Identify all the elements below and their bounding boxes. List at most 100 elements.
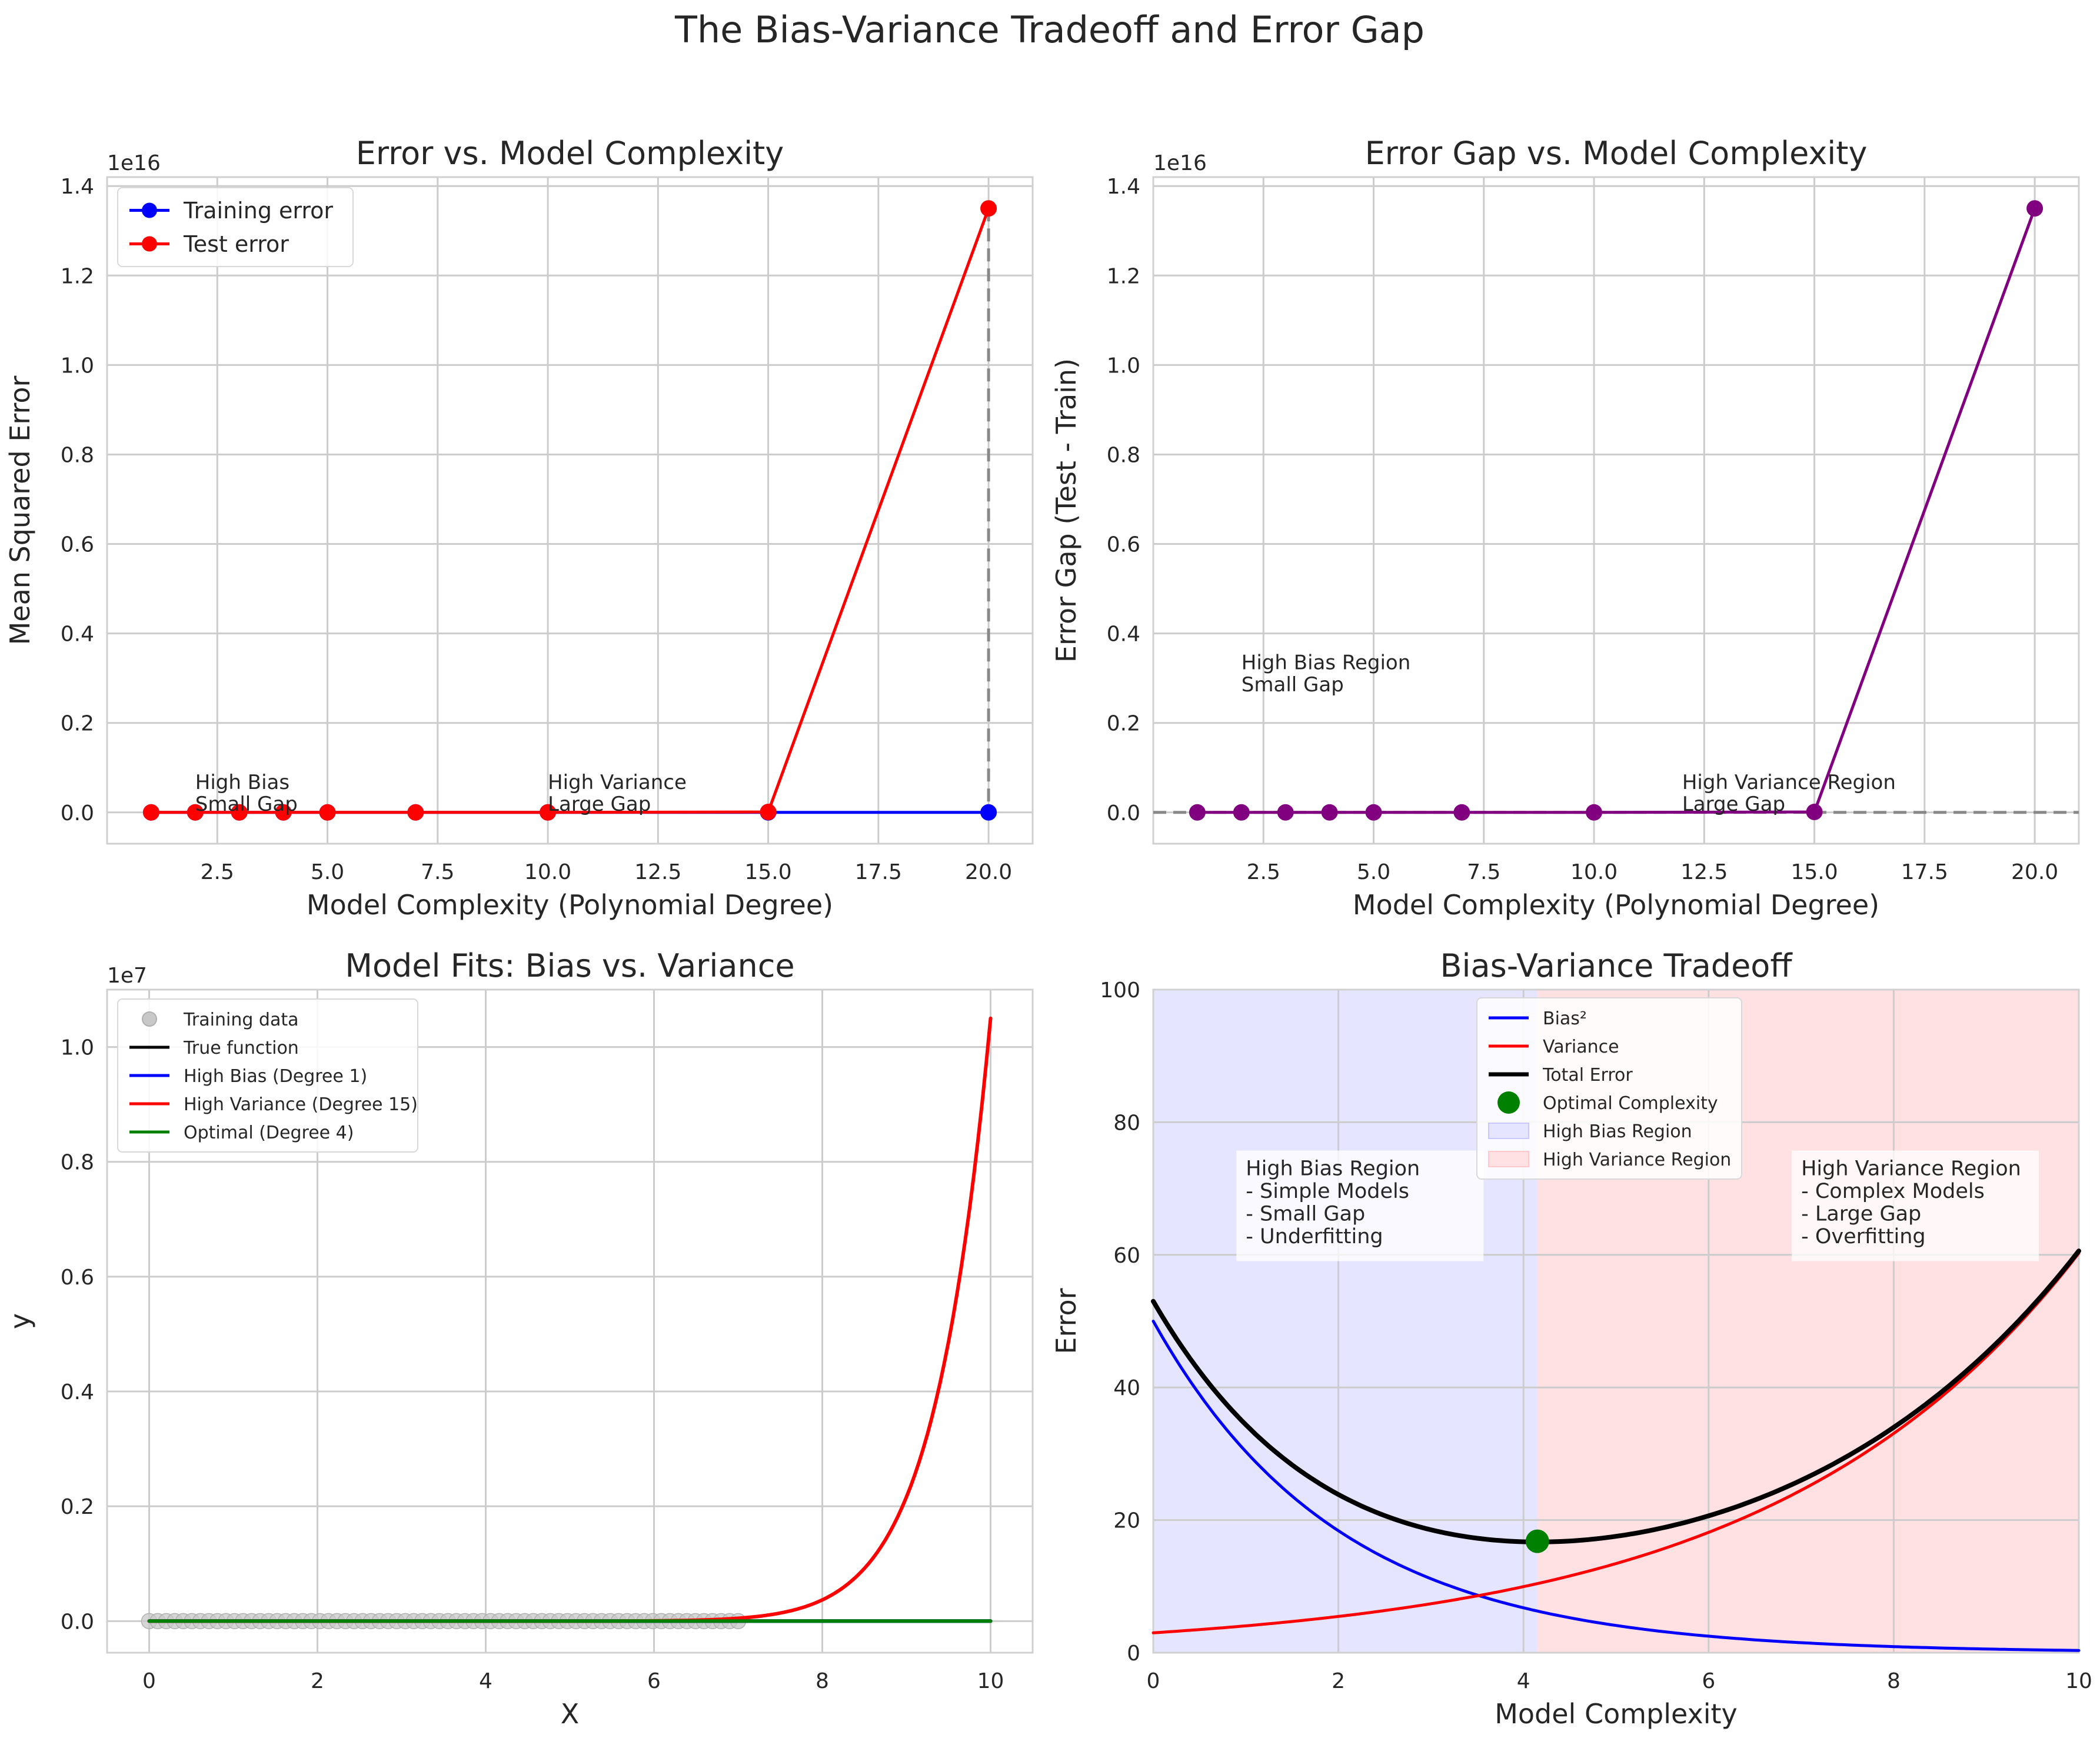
test-error-point: [760, 804, 777, 821]
legend-marker: [142, 202, 157, 218]
x-tick-label: 17.5: [1901, 860, 1948, 884]
annotation-line: - Overfitting: [1801, 1225, 1926, 1248]
annotation-line: High Variance: [548, 771, 687, 794]
legend-label: True function: [183, 1038, 299, 1058]
y-tick-label: 0.2: [61, 1495, 94, 1519]
axis-offset-label: 1e16: [107, 151, 161, 175]
test-error-point: [540, 804, 557, 821]
y-axis-label: y: [4, 1313, 36, 1329]
annotation-box: [1236, 1150, 1484, 1261]
x-tick-label: 12.5: [634, 860, 681, 884]
x-tick-label: 2.5: [1247, 860, 1280, 884]
y-tick-label: 0.6: [61, 533, 94, 557]
x-tick-label: 2.5: [201, 860, 234, 884]
legend-label: Variance: [1543, 1037, 1619, 1057]
y-tick-label: 0.0: [61, 801, 94, 825]
annotation-line: - Simple Models: [1246, 1180, 1409, 1203]
axis-offset-label: 1e7: [107, 964, 147, 988]
x-tick-label: 15.0: [744, 860, 791, 884]
x-tick-label: 8: [1887, 1669, 1901, 1693]
annotation-line: Large Gap: [1682, 793, 1785, 816]
axes-frame: [106, 176, 1034, 845]
annotation-line: Large Gap: [548, 793, 651, 816]
legend: [117, 998, 418, 1153]
x-tick-label: 0: [1147, 1669, 1160, 1693]
error-gap-point: [1233, 804, 1250, 821]
annotation: High Variance Region Large Gap: [1682, 771, 1896, 816]
x-tick-label: 20.0: [965, 860, 1012, 884]
y-tick-label: 0.6: [1107, 533, 1140, 557]
y-tick-label: 40: [1113, 1376, 1140, 1400]
legend-label: Test error: [183, 231, 289, 257]
x-tick-label: 6: [647, 1669, 661, 1693]
variance-line: [1151, 1251, 2081, 1634]
legend: [117, 187, 354, 267]
error-gap-point: [1277, 804, 1294, 821]
panel-2: 2.5 5.0 7.5 10.0 12.5 15.0 17.5 20.0 0.0 0.2 0.4 0.…: [1050, 135, 2080, 921]
annotation: High Variance Large Gap: [548, 771, 687, 816]
panel-title: Bias-Variance Tradeoff: [1440, 947, 1793, 984]
annotation-line: - Large Gap: [1801, 1203, 1921, 1226]
annotation-box: [1792, 1150, 2039, 1261]
annotation-line: High Variance Region: [1682, 771, 1896, 794]
x-axis-label: X: [561, 1698, 580, 1730]
x-tick-label: 8: [816, 1669, 829, 1693]
figure-title: The Bias-Variance Tradeoff and Error Gap: [674, 8, 1425, 51]
x-tick-label: 7.5: [421, 860, 454, 884]
legend-label: High Variance Region: [1543, 1150, 1731, 1170]
y-axis-label: Mean Squared Error: [4, 375, 36, 645]
legend-marker: [142, 1011, 157, 1027]
x-tick-label: 10: [977, 1669, 1004, 1693]
y-tick-label: 0.8: [61, 443, 94, 467]
x-tick-label: 5.0: [1357, 860, 1390, 884]
annotation-line: Small Gap: [195, 793, 298, 816]
y-tick-label: 1.2: [61, 264, 94, 288]
legend-patch: [1488, 1151, 1529, 1167]
x-tick-label: 10.0: [1570, 860, 1618, 884]
y-tick-label: 0.8: [61, 1151, 94, 1175]
x-axis-label: Model Complexity (Polynomial Degree): [307, 889, 833, 921]
x-tick-label: 10: [2065, 1669, 2092, 1693]
legend-patch: [1488, 1123, 1529, 1139]
x-tick-label: 7.5: [1467, 860, 1500, 884]
y-axis-label: Error: [1050, 1288, 1082, 1354]
y-tick-label: 0.0: [61, 1610, 94, 1634]
error-gap-point: [1321, 804, 1338, 821]
y-tick-label: 1.0: [61, 354, 94, 378]
legend-label: Training data: [183, 1010, 298, 1030]
x-axis-label: Model Complexity (Polynomial Degree): [1353, 889, 1879, 921]
axis-offset-label: 1e16: [1153, 151, 1207, 175]
legend-label: Optimal Complexity: [1543, 1093, 1718, 1114]
test-error-point: [142, 804, 159, 821]
legend-label: Optimal (Degree 4): [184, 1123, 354, 1143]
annotation-line: High Bias Region: [1242, 651, 1410, 674]
y-axis-label: Error Gap (Test - Train): [1050, 358, 1082, 662]
annotation-line: Small Gap: [1242, 673, 1344, 697]
y-tick-label: 0.8: [1107, 443, 1140, 467]
annotation: High Bias Region Small Gap: [1242, 651, 1410, 696]
panel-3: 0 2 4 6 8 10 0.0 0.2 0.4 0.6 0.8 1.0 Model Fits: Bia…: [4, 947, 1034, 1730]
test-error-line: [149, 207, 990, 814]
high-bias-region: [1153, 990, 1537, 1653]
error-gap-point: [1586, 804, 1603, 821]
error-gap-point: [2026, 200, 2044, 217]
test-error-point: [319, 804, 336, 821]
annotation-line: High Variance Region: [1801, 1157, 2021, 1181]
x-tick-label: 17.5: [855, 860, 902, 884]
optimal-complexity-point: [1525, 1529, 1549, 1553]
panel-1: 2.5 5.0 7.5 10.0 12.5 15.0 17.5 20.0 0.0 0.2 0.4 0.…: [4, 135, 1034, 921]
y-tick-label: 1.4: [1107, 175, 1140, 199]
legend-label: Bias²: [1543, 1008, 1587, 1029]
x-tick-label: 0: [142, 1669, 156, 1693]
annotation: High Bias Small Gap: [195, 771, 298, 816]
annotation-line: - Small Gap: [1246, 1203, 1365, 1226]
x-tick-label: 5.0: [311, 860, 344, 884]
x-tick-label: 6: [1702, 1669, 1715, 1693]
legend-marker: [142, 236, 157, 252]
x-tick-label: 4: [479, 1669, 492, 1693]
axes-frame: [1152, 176, 2080, 845]
y-tick-label: 20: [1113, 1509, 1140, 1533]
error-gap-point: [1453, 804, 1470, 821]
y-tick-label: 1.0: [61, 1036, 94, 1060]
